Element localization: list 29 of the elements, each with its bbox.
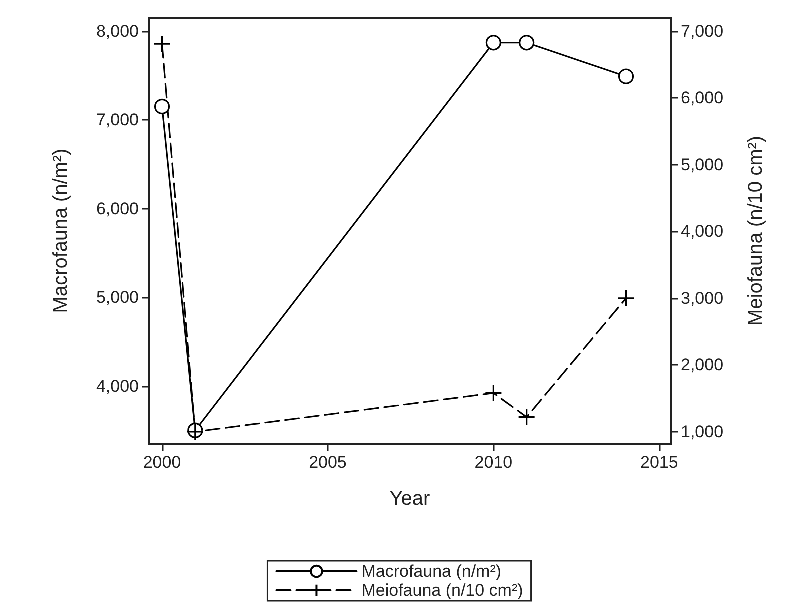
y-tick-label: 4,000 bbox=[96, 376, 139, 396]
y2-tick-label: 2,000 bbox=[681, 356, 724, 375]
point bbox=[486, 35, 502, 51]
y2-tick-label: 6,000 bbox=[681, 88, 724, 108]
y2-axis-title: Meiofauna (n/10 cm²) bbox=[745, 136, 767, 326]
y2-tick-label: 3,000 bbox=[681, 288, 724, 308]
y-tick-label: 6,000 bbox=[96, 199, 139, 218]
point bbox=[519, 35, 535, 51]
x-tick-label: 2005 bbox=[309, 453, 347, 472]
x-tick-label: 2015 bbox=[640, 453, 678, 472]
point bbox=[617, 290, 636, 308]
y-tick-label: 5,000 bbox=[96, 288, 139, 308]
legend-label: Macrofauna (n/m²) bbox=[362, 562, 502, 581]
y-tick-label: 8,000 bbox=[96, 22, 139, 41]
y2-tick-label: 4,000 bbox=[681, 222, 724, 242]
x-tick-label: 2010 bbox=[474, 453, 513, 472]
y2-tick-label: 5,000 bbox=[681, 155, 724, 174]
y2-tick-label: 7,000 bbox=[681, 22, 724, 41]
point bbox=[618, 68, 634, 84]
legend-label: Meiofauna (n/10 cm²) bbox=[362, 581, 524, 600]
y-axis-title: Macrofauna (n/m²) bbox=[50, 148, 72, 314]
point bbox=[518, 408, 536, 426]
y2-tick-label: 1,000 bbox=[681, 422, 724, 442]
x-tick-label: 2000 bbox=[143, 453, 182, 472]
y-tick-label: 7,000 bbox=[96, 110, 139, 130]
point bbox=[484, 384, 502, 402]
x-axis-title: Year bbox=[390, 488, 431, 510]
point bbox=[153, 35, 172, 53]
point bbox=[154, 98, 170, 115]
